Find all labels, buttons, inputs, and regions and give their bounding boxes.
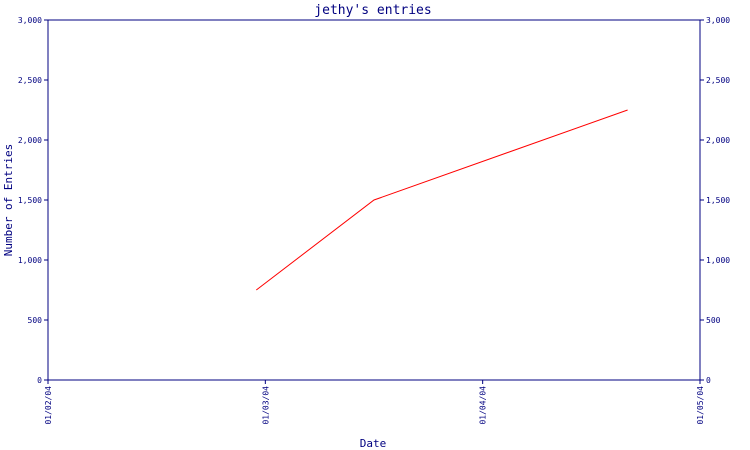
y-tick-label: 0 bbox=[37, 376, 42, 385]
right-y-tick-label: 2,500 bbox=[706, 76, 730, 85]
y-tick-label: 1,500 bbox=[18, 196, 42, 205]
right-y-tick-label: 3,000 bbox=[706, 16, 730, 25]
x-tick-label: 01/03/04 bbox=[261, 386, 270, 425]
y-tick-label: 2,000 bbox=[18, 136, 42, 145]
data-point bbox=[627, 110, 628, 111]
x-axis-label: Date bbox=[360, 437, 387, 450]
right-y-tick-label: 500 bbox=[706, 316, 721, 325]
right-y-tick-label: 0 bbox=[706, 376, 711, 385]
right-y-tick-label: 2,000 bbox=[706, 136, 730, 145]
data-point bbox=[256, 290, 257, 291]
y-tick-label: 1,000 bbox=[18, 256, 42, 265]
data-point bbox=[374, 200, 375, 201]
x-tick-label: 01/04/04 bbox=[479, 386, 488, 425]
y-axis-label: Number of Entries bbox=[2, 144, 15, 257]
y-tick-label: 3,000 bbox=[18, 16, 42, 25]
x-tick-label: 01/05/04 bbox=[696, 386, 705, 425]
right-y-axis: 0 500 1,000 1,500 2,000 2,500 3,000 bbox=[700, 16, 730, 385]
right-y-tick-label: 1,500 bbox=[706, 196, 730, 205]
y-tick-label: 500 bbox=[28, 316, 43, 325]
series-group bbox=[255, 109, 628, 291]
chart-title: jethy's entries bbox=[314, 3, 431, 18]
left-y-axis: 0 500 1,000 1,500 2,000 2,500 3,000 bbox=[18, 16, 48, 385]
x-axis: 01/02/04 01/03/04 01/04/04 01/05/04 bbox=[44, 380, 705, 425]
series-line bbox=[255, 109, 628, 291]
right-y-tick-label: 1,000 bbox=[706, 256, 730, 265]
x-tick-label: 01/02/04 bbox=[44, 386, 53, 425]
y-tick-label: 2,500 bbox=[18, 76, 42, 85]
